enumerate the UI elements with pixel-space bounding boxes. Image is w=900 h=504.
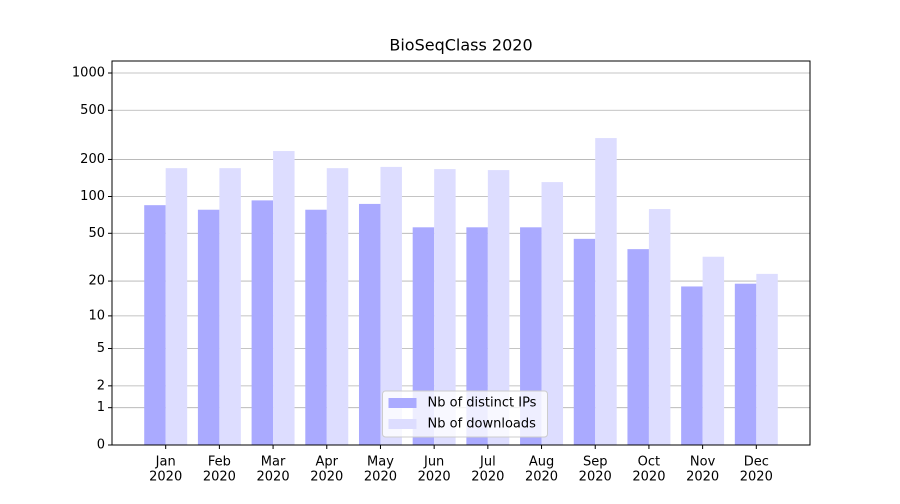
x-tick-label: 2020 (257, 470, 290, 485)
x-tick-label: Nov (690, 455, 716, 470)
x-tick-label: 2020 (364, 470, 397, 485)
bar (487, 170, 510, 445)
bar (380, 166, 402, 445)
x-tick-label: 2020 (418, 470, 451, 485)
bar (573, 238, 596, 445)
legend-swatch (388, 398, 417, 408)
bar (144, 205, 166, 445)
x-tick-label: Jul (479, 455, 496, 470)
y-tick-label: 2 (97, 378, 105, 393)
bar (756, 273, 778, 445)
bar (326, 168, 349, 445)
bar (219, 168, 241, 445)
x-tick-label: 2020 (525, 470, 558, 485)
x-tick-label: 2020 (740, 470, 773, 485)
x-tick-label: 2020 (203, 470, 236, 485)
legend-label: Nb of distinct IPs (428, 396, 537, 411)
y-tick-label: 1 (97, 400, 105, 415)
x-tick-label: 2020 (471, 470, 504, 485)
x-tick-label: 2020 (310, 470, 343, 485)
y-tick-label: 100 (80, 189, 105, 204)
y-tick-label: 200 (80, 152, 105, 167)
x-tick-label: Dec (744, 455, 769, 470)
legend-box (382, 390, 548, 438)
x-tick-label: 2020 (149, 470, 182, 485)
x-tick-label: Sep (583, 455, 608, 470)
bar (434, 169, 456, 446)
x-tick-label: May (367, 455, 394, 470)
y-tick-label: 0 (97, 438, 105, 453)
plot-frame (111, 60, 811, 446)
bar (541, 182, 564, 445)
x-tick-label: Feb (208, 455, 231, 470)
x-tick-label: Jan (155, 455, 176, 470)
y-tick-label: 500 (80, 103, 105, 118)
x-tick-label: 2020 (686, 470, 719, 485)
x-tick-label: 2020 (632, 470, 665, 485)
x-tick-label: Mar (261, 455, 286, 470)
x-tick-label: Jun (423, 455, 444, 470)
chart-title: BioSeqClass 2020 (389, 36, 532, 55)
y-tick-label: 5 (97, 341, 105, 356)
bar (197, 209, 220, 445)
bar (358, 203, 381, 445)
y-tick-label: 50 (88, 226, 105, 241)
bar (305, 209, 327, 445)
bar (681, 286, 703, 445)
bar (648, 209, 671, 445)
y-tick-label: 10 (88, 308, 105, 323)
x-tick-label: Apr (316, 455, 339, 470)
bar (734, 283, 757, 445)
legend-label: Nb of downloads (428, 417, 537, 432)
bar (627, 249, 649, 445)
y-tick-label: 1000 (72, 66, 105, 81)
bar (595, 138, 617, 446)
bar (273, 151, 295, 445)
bar (251, 200, 274, 445)
bar (702, 256, 725, 445)
legend-swatch (388, 419, 417, 429)
x-tick-label: Oct (638, 455, 660, 470)
x-tick-label: 2020 (579, 470, 612, 485)
bar (165, 168, 188, 445)
x-tick-label: Aug (529, 455, 554, 470)
y-tick-label: 20 (88, 274, 105, 289)
